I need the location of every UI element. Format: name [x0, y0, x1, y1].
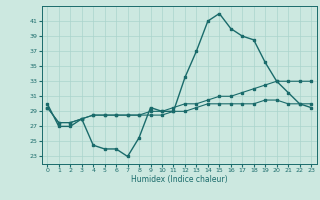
X-axis label: Humidex (Indice chaleur): Humidex (Indice chaleur)	[131, 175, 228, 184]
